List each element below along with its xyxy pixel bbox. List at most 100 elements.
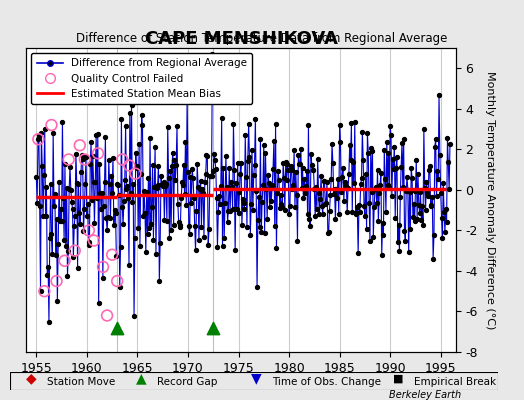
Point	[145, 225, 154, 232]
Point	[150, 184, 158, 190]
Point	[172, 162, 180, 168]
Point	[410, 218, 419, 224]
Point	[427, 202, 435, 208]
Point	[66, 164, 74, 170]
Point	[168, 163, 176, 170]
Point	[144, 174, 152, 181]
Point	[201, 179, 209, 185]
Point	[115, 284, 124, 290]
Point	[43, 271, 51, 278]
Point	[262, 185, 270, 192]
Point	[334, 176, 342, 182]
Point	[62, 185, 71, 192]
Point	[301, 190, 309, 196]
Point	[407, 165, 416, 172]
Point	[132, 150, 140, 156]
Point	[103, 226, 111, 233]
Point	[159, 179, 168, 186]
Point	[40, 288, 49, 294]
Point	[346, 156, 355, 163]
Point	[133, 164, 141, 171]
Point	[409, 214, 417, 221]
Point	[378, 220, 387, 226]
Point	[265, 180, 273, 186]
Point	[417, 217, 425, 224]
Point	[87, 139, 95, 145]
Point	[383, 138, 391, 145]
Point	[212, 195, 221, 202]
Point	[275, 177, 283, 184]
Point	[105, 157, 113, 163]
Point	[180, 162, 188, 168]
Point	[350, 180, 358, 186]
Point	[254, 217, 262, 223]
Point	[351, 119, 359, 126]
Text: ■: ■	[393, 374, 403, 384]
Point	[123, 182, 132, 189]
Point	[314, 190, 323, 196]
Point	[373, 199, 381, 206]
Point	[59, 194, 68, 201]
Point	[73, 265, 82, 272]
Point	[203, 153, 212, 160]
Point	[165, 174, 173, 181]
Point	[185, 231, 194, 237]
Point	[238, 196, 247, 202]
Point	[341, 179, 349, 185]
Point	[392, 165, 400, 171]
Point	[165, 235, 173, 242]
Point	[339, 165, 347, 171]
Point	[49, 130, 57, 136]
Point	[86, 161, 94, 167]
Point	[77, 169, 85, 175]
Point	[303, 210, 312, 217]
Point	[45, 318, 53, 325]
Text: Record Gap: Record Gap	[157, 377, 217, 387]
Text: ▲: ▲	[136, 371, 147, 385]
Point	[163, 218, 171, 224]
Point	[96, 190, 104, 197]
Point	[205, 226, 213, 232]
Point	[244, 158, 252, 164]
Point	[416, 210, 424, 216]
Point	[36, 288, 45, 294]
Point	[40, 172, 48, 178]
Point	[119, 221, 127, 228]
Point	[255, 224, 264, 230]
Point	[327, 176, 335, 183]
Point	[155, 278, 163, 284]
Point	[249, 207, 257, 214]
Point	[243, 224, 251, 230]
Point	[424, 192, 432, 199]
Point	[214, 209, 223, 216]
Point	[285, 211, 293, 217]
Point	[94, 300, 103, 306]
Point	[188, 166, 196, 172]
Point	[292, 192, 301, 198]
Point	[438, 234, 446, 241]
Point	[182, 201, 190, 208]
Point	[444, 159, 453, 165]
Point	[429, 256, 438, 262]
Text: Berkeley Earth: Berkeley Earth	[389, 390, 461, 400]
Point	[146, 135, 154, 142]
Point	[85, 227, 93, 234]
Point	[102, 215, 111, 221]
Point	[392, 154, 401, 160]
Point	[313, 206, 321, 213]
Point	[75, 209, 83, 216]
Point	[377, 170, 385, 176]
Point	[368, 148, 377, 154]
Point	[397, 164, 405, 170]
Point	[126, 110, 134, 116]
Point	[298, 185, 306, 192]
Point	[68, 198, 76, 205]
Point	[167, 227, 176, 234]
Text: Difference of Station Temperature Data from Regional Average: Difference of Station Temperature Data f…	[77, 32, 447, 45]
Point	[291, 204, 299, 210]
Point	[365, 200, 373, 206]
Point	[89, 153, 97, 160]
Point	[231, 247, 239, 254]
Point	[320, 178, 329, 185]
Point	[173, 122, 181, 129]
